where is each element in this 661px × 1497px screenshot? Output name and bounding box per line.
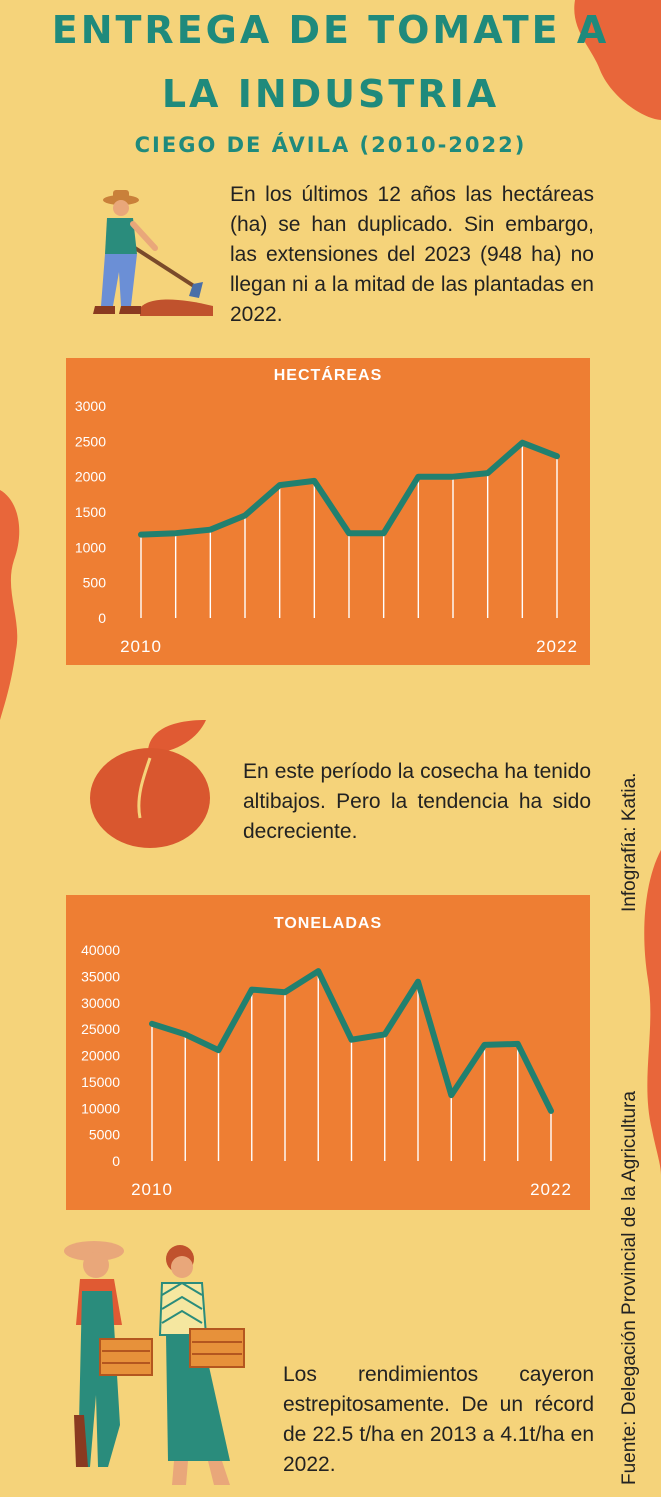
title-line-2: la industria xyxy=(161,72,500,116)
paragraph-yields: Los rendimientos cayeron estrepitosament… xyxy=(283,1363,594,1476)
y-tick-label: 500 xyxy=(83,575,107,591)
data-point xyxy=(346,530,352,536)
data-point xyxy=(277,482,283,488)
y-tick-label: 1500 xyxy=(75,504,106,520)
data-point xyxy=(249,987,255,993)
data-point xyxy=(448,1092,454,1098)
y-tick-label: 1000 xyxy=(75,539,106,555)
series-line xyxy=(138,439,560,538)
y-tick-label: 0 xyxy=(112,1153,120,1169)
y-tick-label: 2000 xyxy=(75,469,106,485)
chart-toneladas-panel: TONELADAS 0 5000 10000 15000 20000 25000 30000 3… xyxy=(66,895,590,1210)
chart-hectareas: HECTÁREAS 0 500 1000 1500 2000 2500 3000 2010 202… xyxy=(75,365,578,656)
x-label-start: 2010 xyxy=(131,1180,173,1199)
data-point xyxy=(349,1037,354,1043)
data-point xyxy=(242,513,248,519)
data-point xyxy=(415,979,421,985)
data-point xyxy=(381,530,387,536)
data-point xyxy=(485,470,491,476)
y-tick-label: 20000 xyxy=(81,1048,120,1064)
y-tick-label: 0 xyxy=(98,610,106,626)
data-point xyxy=(382,1031,388,1037)
data-point xyxy=(519,440,525,446)
y-tick-label: 3000 xyxy=(75,398,106,414)
chart-title: TONELADAS xyxy=(274,915,382,932)
data-point xyxy=(554,453,560,459)
x-label-end: 2022 xyxy=(530,1180,572,1199)
paragraph-harvest: En este período la cosecha ha tenido alt… xyxy=(243,760,591,843)
data-point xyxy=(207,527,213,533)
data-point xyxy=(138,532,144,538)
x-label-start: 2010 xyxy=(120,637,162,656)
data-point xyxy=(415,474,421,480)
data-point xyxy=(482,1042,487,1048)
subtitle: Ciego de Ávila (2010-2022) xyxy=(134,133,527,157)
blob-left xyxy=(0,490,20,720)
farmers-crates-illustration xyxy=(64,1241,245,1485)
chart-hectareas-panel: HECTÁREAS 0 500 1000 1500 2000 2500 3000 2010 202… xyxy=(66,358,590,665)
farmer-hoe-illustration xyxy=(93,190,213,316)
data-point xyxy=(182,1031,188,1037)
data-point xyxy=(548,1108,554,1114)
x-label-end: 2022 xyxy=(536,637,578,656)
y-tick-label: 5000 xyxy=(89,1127,120,1143)
data-point xyxy=(216,1047,221,1053)
chart-toneladas: TONELADAS 0 5000 10000 15000 20000 25000 30000 3… xyxy=(81,915,572,1199)
data-point xyxy=(450,474,456,480)
y-tick-label: 2500 xyxy=(75,433,106,449)
y-tick-label: 40000 xyxy=(81,942,120,958)
blob-right xyxy=(644,850,661,1175)
blob-top-right xyxy=(574,0,661,120)
paragraph-hectares: En los últimos 12 años las hectáreas (ha… xyxy=(230,183,594,326)
y-tick-label: 10000 xyxy=(81,1100,120,1116)
title-line-1: Entrega de tomate a xyxy=(51,8,610,52)
y-tick-label: 35000 xyxy=(81,968,120,984)
credit-source: Fuente: Delegación Provincial de la Agri… xyxy=(619,1091,640,1485)
y-tick-label: 30000 xyxy=(81,995,120,1011)
data-point xyxy=(315,968,321,974)
data-point xyxy=(311,478,317,484)
chart-title: HECTÁREAS xyxy=(274,365,383,384)
data-point xyxy=(173,530,179,536)
data-point xyxy=(282,989,288,995)
data-point xyxy=(149,1021,155,1027)
tomato-illustration xyxy=(90,720,210,848)
credit-infographic: Infografía: Katia. xyxy=(619,772,640,912)
y-tick-label: 25000 xyxy=(81,1021,120,1037)
data-point xyxy=(515,1041,521,1047)
y-tick-label: 15000 xyxy=(81,1074,120,1090)
